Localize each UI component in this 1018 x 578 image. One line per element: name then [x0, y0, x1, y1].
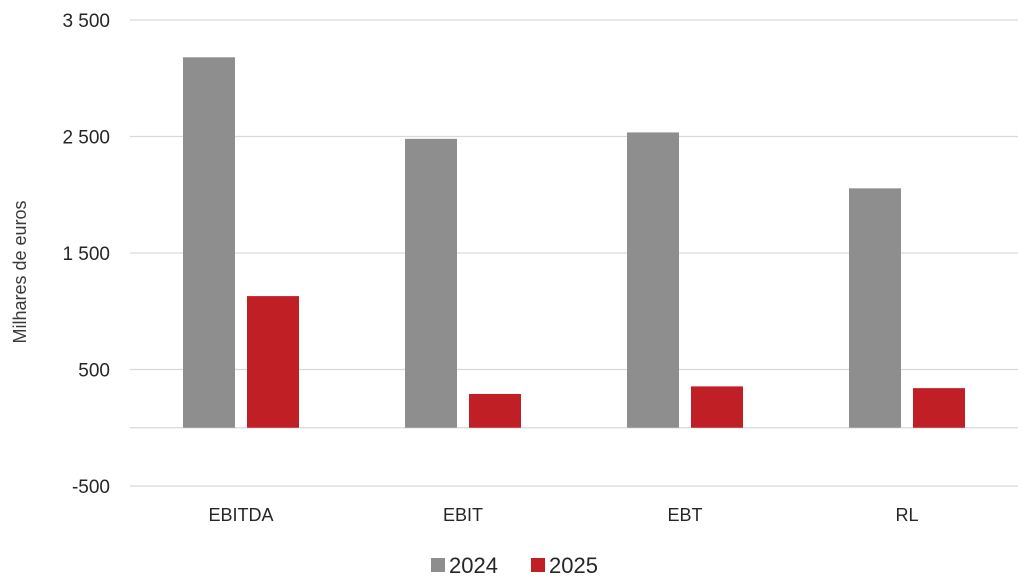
category-label: EBT: [667, 505, 702, 525]
bar-rl-2024: [849, 188, 901, 428]
legend-swatch: [531, 558, 545, 572]
category-label: RL: [895, 505, 918, 525]
category-label: EBITDA: [208, 505, 273, 525]
y-axis-tick-labels: -500 500 1 500 2 500 3 500: [62, 11, 110, 498]
bar-ebit-2025: [469, 393, 521, 428]
y-tick-label: 3 500: [62, 11, 110, 32]
bar-rl-2025: [913, 388, 965, 428]
bar-ebt-2024: [627, 132, 679, 428]
legend: 2024 2025: [431, 553, 598, 578]
y-tick-label: -500: [72, 477, 110, 498]
legend-label: 2025: [549, 553, 598, 578]
y-tick-label: 1 500: [62, 244, 110, 265]
legend-swatch: [431, 558, 445, 572]
category-label: EBIT: [443, 505, 483, 525]
y-tick-label: 2 500: [62, 128, 110, 149]
bar-ebitda-2025: [247, 296, 299, 428]
bar-ebitda-2024: [183, 57, 235, 428]
category-labels: EBITDA EBIT EBT RL: [208, 505, 918, 525]
y-axis-label: Milhares de euros: [10, 200, 30, 343]
bar-ebt-2025: [691, 386, 743, 428]
legend-label: 2024: [449, 553, 498, 578]
y-tick-label: 500: [78, 361, 110, 382]
bars: [183, 57, 965, 428]
bar-ebit-2024: [405, 138, 457, 428]
